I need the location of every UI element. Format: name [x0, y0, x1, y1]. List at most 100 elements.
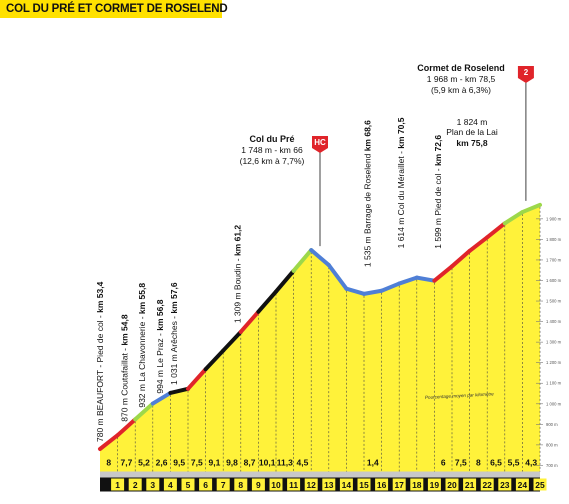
km-tick-label: 15 [359, 480, 369, 490]
km-marker [304, 478, 318, 491]
km-marker [427, 478, 441, 491]
y-tick-label: 1 700 m [546, 257, 562, 262]
location-name: 994 m Le Praz - [155, 331, 165, 394]
gradient-label: 5,2 [138, 458, 150, 468]
waypoint-name: Plan de la Lai [446, 127, 498, 137]
km-marker [515, 478, 529, 491]
gradient-label: 4,5 [296, 458, 308, 468]
profile-line-segment [467, 235, 490, 253]
km-marker [392, 478, 406, 491]
km-marker [357, 478, 371, 491]
location-km: km 57,6 [169, 282, 179, 313]
summit-category: HC [314, 138, 326, 147]
profile-area [100, 204, 540, 488]
km-marker [181, 478, 195, 491]
profile-line-segment [379, 281, 402, 293]
profile-line-segment [326, 263, 349, 291]
y-tick-label: 1 300 m [546, 340, 562, 345]
waypoint-elevation: 1 824 m [457, 117, 488, 127]
location-km: km 72,6 [433, 135, 443, 166]
km-tick-label: 2 [133, 480, 138, 490]
km-marker [163, 478, 177, 491]
location-km: km 70,5 [396, 117, 406, 148]
y-tick-label: 700 m [546, 463, 558, 468]
summit-category: 2 [524, 68, 529, 77]
location-km: km 53,4 [95, 281, 105, 312]
gradient-label: 1,4 [367, 458, 379, 468]
km-tick-label: 14 [342, 480, 352, 490]
km-marker [322, 478, 336, 491]
summit-detail: 1 968 m - km 78,5 [427, 74, 496, 84]
profile-line-segment [186, 367, 208, 391]
y-tick-label: 1 600 m [546, 278, 562, 283]
location-name: 870 m Coutafaillat - [120, 346, 130, 422]
profile-line-segment [309, 248, 331, 268]
gradient-label: 7,7 [120, 458, 132, 468]
chart-title: COL DU PRÉ ET CORMET DE ROSELEND [6, 3, 228, 15]
km-tick-label: 22 [482, 480, 492, 490]
km-tick-label: 21 [465, 480, 475, 490]
location-label: 870 m Coutafaillat - km 54,8 [120, 314, 130, 422]
location-name: 1 535 m Barrage de Roselend [363, 151, 373, 267]
gradient-label: 8 [106, 458, 111, 468]
km-tick-label: 24 [518, 480, 528, 490]
km-tick-label: 23 [500, 480, 510, 490]
location-label: 1 309 m Boudin - km 61,2 [232, 225, 242, 324]
profile-line-segment [256, 289, 278, 314]
profile-line-segment [168, 386, 190, 395]
gradient-label: 7,5 [191, 458, 203, 468]
km-marker [269, 478, 283, 491]
profile-line-segment [115, 417, 138, 438]
avg-gradient-note: Pourcentage moyen par kilomètre [425, 391, 495, 400]
profile-line-segment [238, 309, 261, 334]
y-tick-label: 1 500 m [546, 299, 562, 304]
gradient-label: 9,8 [226, 458, 238, 468]
y-tick-label: 900 m [546, 422, 558, 427]
profile-line-segment [414, 275, 437, 283]
location-name: 1 309 m Boudin - [232, 256, 242, 323]
summit-detail: 1 748 m - km 66 [241, 145, 303, 155]
profile-line-segment [432, 264, 454, 283]
gradient-label: 9,5 [173, 458, 185, 468]
gradient-label: 4,3 [525, 458, 537, 468]
km-marker [199, 478, 213, 491]
profile-line-segment [485, 221, 507, 240]
location-km: km 68,6 [363, 120, 373, 151]
summit-detail-2: (12,6 km à 7,7%) [240, 156, 305, 166]
km-tick-label: 12 [306, 480, 316, 490]
gradient-label: 10,1 [259, 458, 276, 468]
km-marker [234, 478, 248, 491]
km-marker [146, 478, 160, 491]
profile-line-segment [344, 286, 366, 296]
km-marker [287, 478, 301, 491]
title-banner: COL DU PRÉ ET CORMET DE ROSELEND [0, 0, 228, 18]
gradient-label: 5,5 [508, 458, 520, 468]
km-tick-label: 1 [115, 480, 120, 490]
profile-line-segment [221, 329, 243, 353]
gradient-label: 6 [441, 458, 446, 468]
summit-name: Col du Pré [249, 134, 294, 144]
km-marker [480, 478, 494, 491]
km-marker [410, 478, 424, 491]
km-marker [216, 478, 230, 491]
location-label: 932 m La Chavonnerie - km 55,8 [137, 283, 147, 408]
gradient-label: 2,6 [156, 458, 168, 468]
location-label: 1 614 m Col du Méraillet - km 70,5 [396, 117, 406, 248]
km-tick-label: 13 [324, 480, 334, 490]
gradient-label: 11,3 [277, 458, 293, 468]
km-marker [498, 478, 512, 491]
profile-line-segment [133, 401, 155, 422]
summit-name: Cormet de Roselend [417, 63, 505, 73]
km-marker [111, 478, 125, 491]
location-label: 1 535 m Barrage de Roselend km 68,6 [363, 120, 373, 267]
km-tick-label: 4 [168, 480, 173, 490]
location-name: 932 m La Chavonnerie - [137, 314, 147, 408]
km-marker [128, 478, 142, 491]
profile-line-segment [291, 248, 314, 273]
profile-line-segment [362, 288, 384, 296]
location-label: 1 031 m Arêches - km 57,6 [169, 282, 179, 385]
km-marker [251, 478, 265, 491]
km-marker [375, 478, 389, 491]
location-name: 1 031 m Arêches - [169, 314, 179, 385]
